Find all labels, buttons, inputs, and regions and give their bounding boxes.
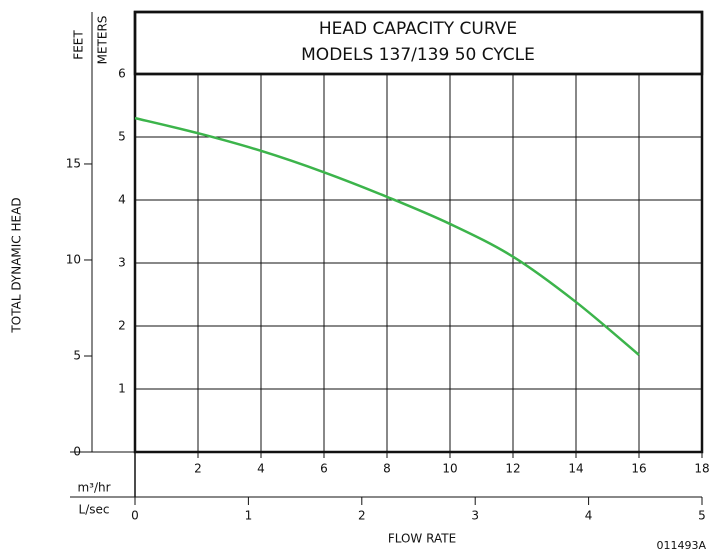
y-tick-label: 5 [118,130,126,144]
x-tick-label: 6 [320,462,328,476]
y-tick-label: 1 [118,382,126,396]
x-tick-label: 10 [442,462,457,476]
x2-tick-label: 3 [471,509,479,523]
meters-unit: METERS [96,16,110,65]
x-tick-label: 14 [568,462,583,476]
curve [134,116,640,356]
title-line: MODELS 137/139 50 CYCLE [301,45,535,65]
y2-tick-label: 5 [73,348,81,362]
y2-tick-label: 10 [66,252,81,266]
x-tick-label: 2 [194,462,202,476]
x2-tick-label: 5 [698,509,706,523]
figure-code: 011493A [656,539,706,550]
y2-tick-label: 15 [66,156,81,170]
x2-unit: L/sec [79,503,110,517]
feet-unit: FEET [72,30,86,60]
y-tick-label: 3 [118,256,126,270]
plot-border [133,10,704,454]
x-tick-label: 18 [694,462,709,476]
x2-tick-label: 2 [358,509,366,523]
x2-tick-label: 0 [131,509,139,523]
x2-tick-label: 4 [585,509,593,523]
x-unit: m³/hr [77,481,110,495]
x-tick-label: 4 [257,462,265,476]
y-tick-label: 2 [118,319,126,333]
y2-tick-label: 0 [73,445,81,459]
x-axis-label: FLOW RATE [388,532,456,546]
x2-tick-label: 1 [245,509,253,523]
x-tick-label: 12 [505,462,520,476]
x-tick-label: 8 [383,462,391,476]
y-tick-label: 6 [118,67,126,81]
x-tick-label: 16 [631,462,646,476]
y-axis-label: TOTAL DYNAMIC HEAD [10,197,24,333]
y-tick-label: 4 [118,193,126,207]
title-line: HEAD CAPACITY CURVE [319,19,517,39]
